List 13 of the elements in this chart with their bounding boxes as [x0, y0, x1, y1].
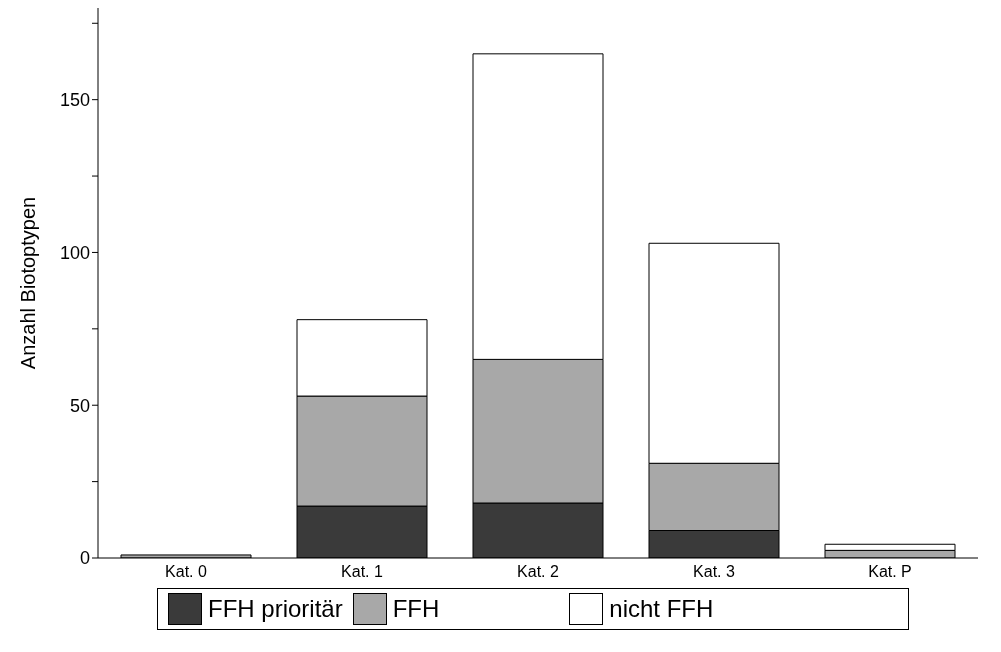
y-tick-label: 150: [59, 90, 90, 111]
y-tick-label: 50: [69, 395, 90, 416]
legend-label: FFH prioritär: [208, 595, 343, 623]
x-tick-label: Kat. 1: [341, 563, 383, 581]
y-axis-title: Anzahl Biotoptypen: [17, 196, 40, 370]
legend-label: FFH: [392, 595, 440, 623]
x-tick-label: Kat. 0: [165, 563, 207, 581]
y-tick-label: 0: [79, 548, 90, 569]
x-tick-label: Kat. 2: [517, 563, 559, 581]
x-tick-label: Kat. 3: [693, 563, 735, 581]
legend-label: nicht FFH: [609, 595, 714, 623]
y-tick-label: 100: [59, 242, 90, 263]
x-tick-label: Kat. P: [868, 563, 912, 581]
